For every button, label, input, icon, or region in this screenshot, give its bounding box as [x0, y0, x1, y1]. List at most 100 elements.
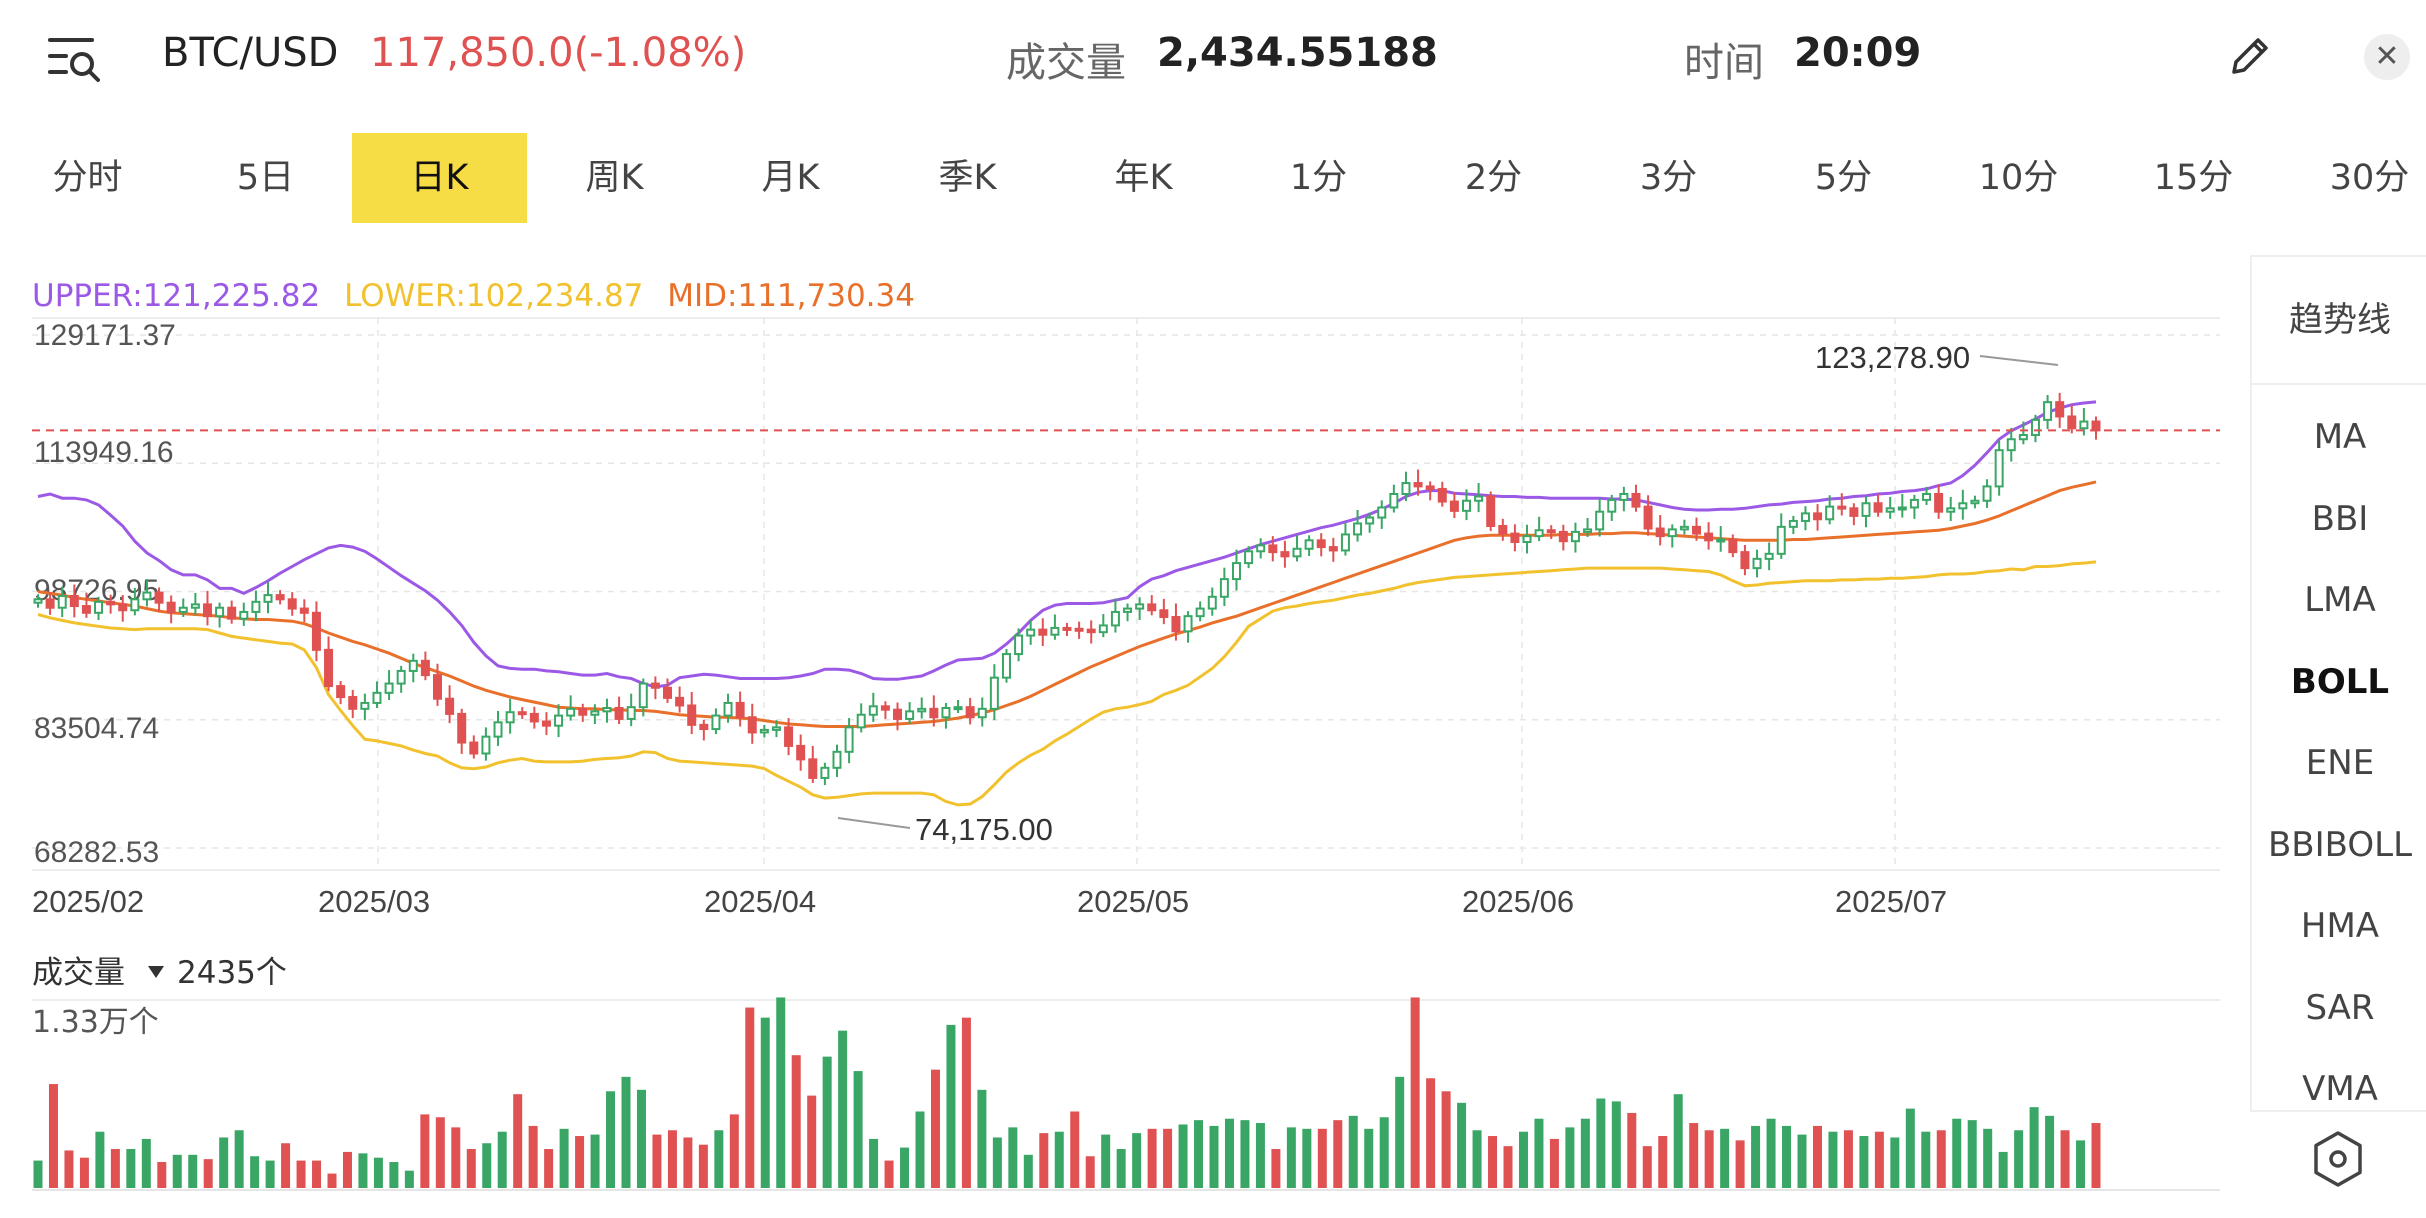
- volume-bar: [1859, 1136, 1869, 1188]
- volume-bar: [1967, 1120, 1977, 1188]
- candle-body: [844, 726, 854, 753]
- candle-body: [723, 701, 733, 717]
- candle-body: [1716, 538, 1726, 543]
- candle-body: [1256, 544, 1266, 553]
- tab-9[interactable]: 3分: [1639, 158, 1698, 198]
- volume-bar: [1194, 1120, 1204, 1188]
- candle-body: [1123, 607, 1133, 613]
- pencil-icon[interactable]: [2226, 32, 2274, 80]
- candle-body: [33, 598, 43, 604]
- volume-bar: [667, 1130, 677, 1188]
- tab-1[interactable]: 5日: [236, 158, 295, 198]
- volume-bar: [1472, 1130, 1482, 1188]
- volume-bar: [977, 1089, 987, 1188]
- list-search-icon[interactable]: [48, 34, 102, 84]
- volume-bar: [1735, 1140, 1745, 1188]
- volume-bar: [404, 1170, 414, 1188]
- volume-bar: [1178, 1124, 1188, 1188]
- tab-11[interactable]: 10分: [1978, 158, 2059, 198]
- volume-bar: [281, 1143, 291, 1188]
- candle-body: [1316, 539, 1326, 549]
- candle-body: [1631, 492, 1641, 508]
- candle-body: [493, 721, 503, 738]
- volume-bar: [312, 1160, 322, 1188]
- volume-bar: [915, 1111, 925, 1188]
- candle-body: [1086, 628, 1096, 634]
- tab-6[interactable]: 年K: [1114, 158, 1173, 198]
- indicator-vma[interactable]: VMA: [2302, 1069, 2378, 1109]
- tab-3[interactable]: 周K: [585, 158, 644, 198]
- candle-body: [408, 659, 418, 672]
- tab-2[interactable]: 日K: [352, 133, 527, 223]
- volume-bar: [822, 1056, 832, 1188]
- candle-body: [505, 711, 515, 724]
- indicator-hma[interactable]: HMA: [2300, 906, 2380, 946]
- tab-10[interactable]: 5分: [1814, 158, 1873, 198]
- indicator-boll[interactable]: BOLL: [2290, 661, 2390, 702]
- volume-bar: [1348, 1115, 1358, 1188]
- timeframe-tabs: 分时 5日 日K 周K 月K 季K 年K 1分 2分 3分 5分 10分 15分 30分: [0, 133, 2426, 223]
- volume-bar: [1085, 1156, 1095, 1188]
- candle-body: [1244, 550, 1254, 565]
- tab-0[interactable]: 分时: [52, 158, 123, 198]
- candlestick-chart[interactable]: 129171.37113949.1698726.9583504.7468282.…: [0, 250, 2240, 1200]
- candle-body: [420, 659, 430, 677]
- candle-body: [1740, 551, 1750, 570]
- candle-body: [590, 710, 600, 716]
- tab-8[interactable]: 2分: [1464, 158, 1523, 198]
- volume-bar: [544, 1149, 554, 1188]
- tab-12[interactable]: 15分: [2153, 158, 2234, 198]
- volume-bar: [1116, 1149, 1126, 1188]
- tab-4[interactable]: 月K: [761, 158, 820, 198]
- tab-13[interactable]: 30分: [2329, 158, 2410, 198]
- volume-bar: [621, 1076, 631, 1188]
- volume-bar: [853, 1071, 863, 1188]
- volume-bar: [1936, 1130, 1946, 1188]
- candle-body: [287, 598, 297, 610]
- volume-bar: [1240, 1120, 1250, 1188]
- candle-body: [1353, 522, 1363, 536]
- volume-bar: [342, 1151, 352, 1188]
- x-tick-label: 2025/05: [1077, 884, 1189, 919]
- volume-bar: [64, 1150, 74, 1188]
- indicator-ma[interactable]: MA: [2313, 417, 2367, 457]
- candle-body: [1583, 528, 1593, 533]
- volume-bar: [265, 1160, 275, 1188]
- trendline-button[interactable]: 趋势线: [2252, 257, 2426, 385]
- candle-body: [1304, 539, 1314, 550]
- indicator-bbiboll[interactable]: BBIBOLL: [2267, 824, 2413, 865]
- candle-body: [1813, 512, 1823, 521]
- volume-bar: [1983, 1128, 1993, 1188]
- indicator-ene[interactable]: ENE: [2305, 743, 2375, 783]
- candle-body: [1147, 603, 1157, 612]
- candle-body: [965, 706, 975, 719]
- candle-body: [130, 598, 140, 612]
- volume-bar: [1720, 1128, 1730, 1188]
- candle-body: [324, 648, 334, 688]
- volume-bar: [1704, 1130, 1714, 1188]
- time-label: 时间: [1684, 40, 1764, 86]
- volume-bar: [590, 1134, 600, 1188]
- indicator-bbi[interactable]: BBI: [2311, 498, 2369, 539]
- volume-bar: [884, 1160, 894, 1188]
- candle-body: [1219, 578, 1229, 598]
- indicator-sar[interactable]: SAR: [2305, 987, 2375, 1028]
- candle-body: [396, 669, 406, 685]
- volume-bar: [1658, 1136, 1668, 1188]
- tab-5[interactable]: 季K: [938, 158, 997, 198]
- volume-bar: [900, 1147, 910, 1188]
- volume-bar: [1410, 997, 1420, 1188]
- header: BTC/USD 117,850.0(-1.08%) 成交量 2,434.5518…: [0, 0, 2426, 118]
- candle-body: [1135, 603, 1145, 610]
- volume-bar: [1271, 1149, 1281, 1188]
- volume-bar: [1054, 1131, 1064, 1188]
- tab-7[interactable]: 1分: [1289, 158, 1348, 198]
- volume-bar: [219, 1137, 229, 1188]
- indicator-lma[interactable]: LMA: [2304, 580, 2376, 620]
- close-button[interactable]: ✕: [2364, 34, 2410, 80]
- hexagon-settings-icon[interactable]: [2312, 1130, 2364, 1188]
- candle-body: [893, 708, 903, 720]
- y-tick-label: 83504.74: [34, 712, 159, 745]
- candle-body: [1268, 544, 1278, 554]
- candle-body: [1195, 607, 1205, 618]
